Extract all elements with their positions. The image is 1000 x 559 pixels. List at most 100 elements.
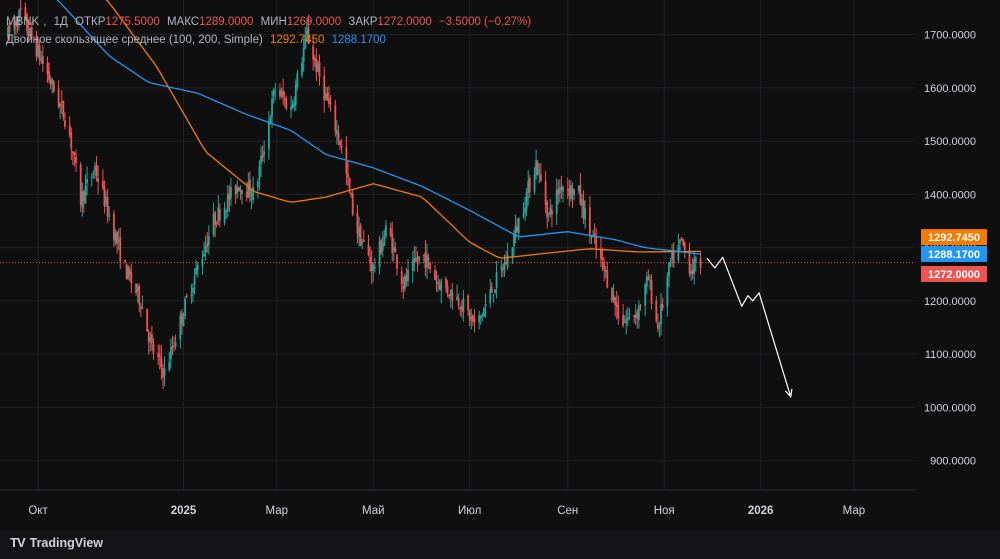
price-badge [921, 245, 987, 262]
candle-body [218, 209, 221, 221]
candle-body [604, 269, 607, 272]
time-axis[interactable]: Окт 2025 Мар Май Июл Сен Ноя 2026 Мар [28, 505, 865, 517]
candle-body [305, 30, 308, 35]
candle-body [626, 317, 629, 320]
candle-body [373, 267, 376, 269]
x-tick-label: Ноя [654, 505, 675, 517]
candle-body [81, 191, 84, 208]
legend-high-label: МАКС [166, 16, 200, 28]
candle-body [405, 275, 408, 282]
candle-body [562, 187, 564, 192]
legend-ticker[interactable]: MBNK [6, 16, 40, 28]
candle-body [147, 332, 150, 343]
candle-body [282, 90, 285, 98]
candle-body [570, 185, 572, 200]
candle-body [119, 237, 122, 262]
candle-body [362, 240, 365, 242]
candle-body [250, 198, 253, 200]
candle-body [49, 79, 52, 85]
moving-averages [56, 0, 701, 259]
candle-body [279, 89, 281, 97]
candle-body [503, 263, 506, 271]
candle-body [117, 240, 120, 242]
candle-body [274, 89, 277, 91]
candle-body [361, 242, 364, 244]
candle-body [555, 189, 558, 214]
candle-body [566, 188, 569, 191]
candle-body [108, 215, 111, 217]
candle-body [326, 92, 329, 101]
candle-body [625, 318, 628, 324]
candle-body [380, 240, 383, 253]
candle-body [239, 187, 242, 192]
candle-body [26, 14, 28, 31]
candle-body [671, 251, 674, 260]
candle-body [196, 265, 199, 271]
candle-body [637, 305, 640, 320]
y-tick-label: 1100.0000 [925, 349, 976, 361]
candle-body [27, 31, 30, 35]
y-tick-label: 1500.0000 [924, 136, 976, 148]
brand[interactable]: TV TradingView [10, 535, 103, 550]
candle-body [130, 272, 133, 284]
projection-line [706, 256, 792, 397]
legend-interval[interactable]: 1Д [53, 16, 68, 28]
candle-body [514, 225, 517, 238]
candle-body [468, 311, 471, 321]
candle-body [192, 287, 194, 293]
candle-body [234, 185, 237, 195]
candle-body [577, 186, 580, 191]
legend-ma-title[interactable]: Двойное скользящее среднее (100, 200, Si… [6, 34, 263, 46]
candle-body [392, 246, 395, 251]
candle-body [75, 156, 77, 164]
candle-body [312, 46, 315, 60]
candle-body [204, 245, 207, 253]
x-tick-label: Май [362, 505, 385, 517]
candle-body [71, 151, 74, 154]
candle-body [173, 345, 175, 347]
candle-body [304, 35, 307, 49]
candle-body [546, 201, 549, 218]
candle-body [422, 254, 425, 256]
candle-body [367, 244, 370, 256]
candle-body [478, 315, 481, 323]
candle-body [456, 296, 458, 300]
candle-body [283, 98, 286, 100]
candle-body [639, 305, 642, 307]
candle-body [228, 193, 231, 200]
candle-body [650, 280, 653, 304]
candle-body [195, 267, 198, 275]
candle-body [655, 300, 658, 321]
candle-body [668, 262, 670, 277]
candle-body [394, 248, 397, 253]
candle-body [370, 262, 373, 272]
candle-body [459, 307, 462, 310]
candle-body [350, 192, 353, 195]
chart-canvas[interactable]: 900.00001000.00001100.00001200.00001300.… [0, 0, 1000, 530]
candle-body [539, 174, 542, 181]
candle-body [324, 93, 327, 98]
candle-body [152, 344, 155, 354]
candle-body [633, 314, 636, 318]
candle-body [190, 294, 193, 297]
candle-body [391, 233, 394, 253]
candle-body [506, 255, 509, 268]
candle-body [128, 269, 131, 276]
candle-body [18, 10, 20, 25]
candle-body [317, 63, 319, 72]
legend-ohlc-row: MBNK, 1Д ОТКР1275.5000 МАКС1289.0000 МИН… [6, 16, 532, 28]
candle-body [337, 132, 340, 140]
legend-ma-row: Двойное скользящее среднее (100, 200, Si… [6, 34, 390, 46]
candle-body [48, 71, 51, 81]
candle-body [135, 283, 137, 293]
price-badge-label: 1272.0000 [928, 269, 980, 281]
candle-body [661, 304, 664, 309]
candle-body [247, 182, 250, 198]
candle-body [647, 276, 650, 281]
candle-body [19, 7, 22, 10]
candles [7, 0, 702, 389]
candle-body [106, 197, 109, 217]
candle-body [525, 192, 528, 210]
candle-body [296, 73, 299, 87]
candle-body [557, 188, 560, 195]
